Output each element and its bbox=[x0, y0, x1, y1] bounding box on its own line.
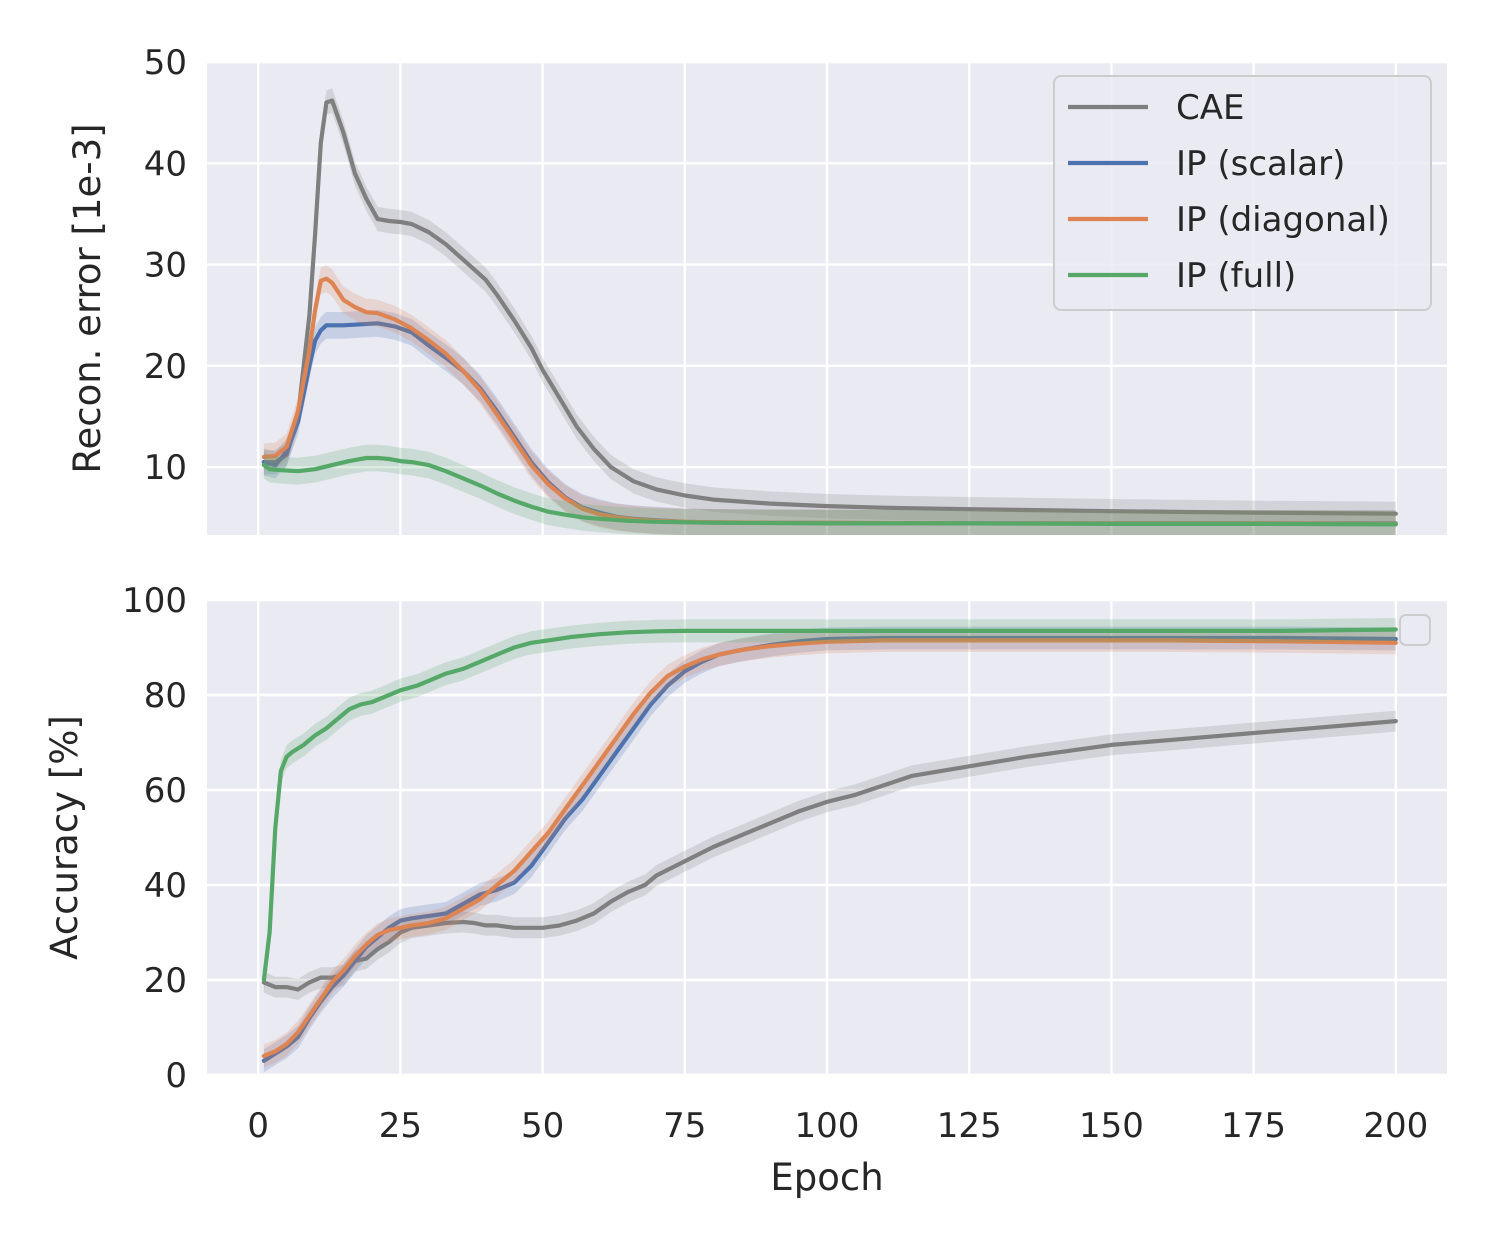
legend-frame bbox=[1053, 75, 1432, 311]
y-tick-label: 100 bbox=[122, 581, 187, 621]
series-line-ip-scalar bbox=[261, 635, 1398, 1063]
x-tick-label: 100 bbox=[795, 1106, 860, 1146]
series-line-ip-full bbox=[261, 455, 1398, 527]
y-axis-label: Recon. error [1e-3] bbox=[66, 123, 109, 473]
y-tick-label: 80 bbox=[144, 676, 187, 716]
x-tick-label: 0 bbox=[247, 1106, 269, 1146]
y-tick-label: 60 bbox=[144, 771, 187, 811]
legend-label-ip-full: IP (full) bbox=[1176, 256, 1296, 296]
x-tick-label: 200 bbox=[1363, 1106, 1428, 1146]
y-tick-label: 50 bbox=[144, 43, 187, 83]
y-tick-label: 10 bbox=[144, 448, 187, 488]
accuracy-panel: 0 20 40 60 80 100 0 25 50 75 100 125 150 175 200 Accura… bbox=[43, 581, 1447, 1199]
x-tick-label: 75 bbox=[663, 1106, 706, 1146]
y-tick-label: 0 bbox=[165, 1056, 187, 1096]
series-line-ip-full bbox=[261, 627, 1398, 983]
y-tick-label: 40 bbox=[144, 866, 187, 906]
x-tick-label: 125 bbox=[937, 1106, 1002, 1146]
empty-legend bbox=[1399, 614, 1431, 646]
y-tick-label: 20 bbox=[144, 961, 187, 1001]
x-tick-label: 175 bbox=[1221, 1106, 1286, 1146]
y-tick-label: 40 bbox=[144, 144, 187, 184]
plot-area bbox=[261, 618, 1398, 1073]
legend: CAE IP (scalar) IP (diagonal) IP (full) bbox=[1053, 75, 1432, 311]
x-tick-label: 25 bbox=[379, 1106, 422, 1146]
plot-area bbox=[261, 88, 1398, 535]
x-axis-label: Epoch bbox=[770, 1156, 883, 1199]
band-ip-diagonal bbox=[263, 265, 1396, 535]
series-line-ip-diagonal bbox=[261, 638, 1398, 1059]
y-axis-label: Accuracy [%] bbox=[43, 715, 86, 960]
legend-label-cae: CAE bbox=[1176, 88, 1244, 128]
legend-label-ip-scalar: IP (scalar) bbox=[1176, 144, 1345, 184]
x-tick-label: 50 bbox=[521, 1106, 564, 1146]
recon-error-panel: 10 20 30 40 50 Recon. error [1e-3] CAE IP (scal… bbox=[66, 43, 1447, 535]
y-tick-label: 20 bbox=[144, 347, 187, 387]
y-tick-label: 30 bbox=[144, 246, 187, 286]
legend-label-ip-diagonal: IP (diagonal) bbox=[1176, 200, 1390, 240]
x-tick-label: 150 bbox=[1079, 1106, 1144, 1146]
series-line-cae bbox=[261, 98, 1398, 516]
